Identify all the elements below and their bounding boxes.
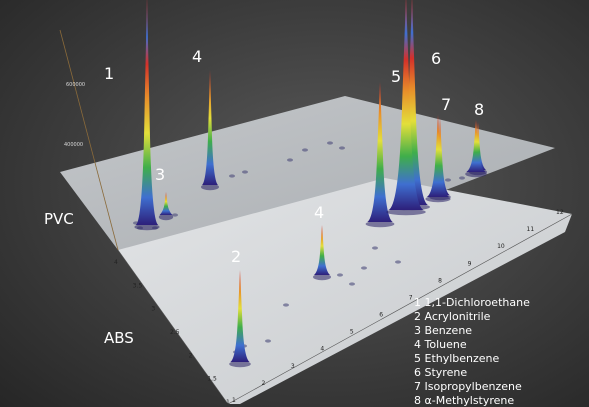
time-tick-label: 12 bbox=[556, 209, 564, 216]
plane-label-pvc: PVC bbox=[44, 210, 74, 228]
peak-base-shadow bbox=[386, 208, 426, 216]
legend-item: 6 Styrene bbox=[414, 366, 468, 379]
minor-peak bbox=[229, 174, 235, 178]
minor-peak bbox=[265, 339, 271, 343]
legend-item: 5 Ethylbenzene bbox=[414, 352, 500, 365]
time-tick-label: 4 bbox=[320, 346, 324, 353]
z-axis-line bbox=[59, 29, 119, 251]
peaks bbox=[134, 0, 487, 368]
peak-base-shadow bbox=[158, 213, 174, 221]
peak-toluene-abs bbox=[314, 225, 330, 275]
minor-peak bbox=[302, 148, 308, 152]
abs-plane bbox=[118, 178, 572, 404]
minor-peak bbox=[337, 273, 343, 277]
minor-peak bbox=[242, 170, 248, 174]
minor-peak bbox=[327, 141, 333, 145]
z-tick-label: 600000 bbox=[66, 82, 85, 88]
peak--methylstyrene-abs bbox=[466, 120, 486, 172]
minor-peak bbox=[395, 260, 401, 264]
legend-item: 2 Acrylonitrile bbox=[414, 310, 491, 323]
peak-label-2: 2 bbox=[231, 247, 241, 266]
minor-peak bbox=[339, 146, 345, 150]
z-axis-ticks: 600000 400000 bbox=[64, 82, 85, 148]
minor-peak bbox=[172, 213, 178, 217]
depth-axis-line bbox=[117, 249, 229, 405]
peak-base-shadow bbox=[201, 183, 219, 191]
peak-base-shadow bbox=[313, 273, 331, 281]
minor-peak bbox=[445, 178, 451, 182]
minor-peak bbox=[372, 246, 378, 250]
z-tick-label: 400000 bbox=[64, 142, 83, 148]
peak-base-shadow bbox=[229, 360, 251, 368]
peak-base-shadow bbox=[465, 170, 487, 178]
plane-label-abs: ABS bbox=[104, 329, 134, 347]
peak-base-shadow bbox=[365, 220, 395, 228]
peak-label-5: 5 bbox=[391, 67, 401, 86]
peak-ethylbenzene-abs bbox=[367, 82, 393, 222]
peak-acrylonitrile-abs bbox=[230, 270, 250, 362]
legend-item: 4 Toluene bbox=[414, 338, 467, 351]
minor-peak bbox=[349, 282, 355, 286]
time-tick-label: 9 bbox=[468, 260, 472, 267]
peak-styrene-pvc bbox=[396, 0, 428, 205]
depth-tick-label: 4 bbox=[114, 259, 118, 266]
time-tick-label: 7 bbox=[409, 294, 413, 301]
time-tick-label: 10 bbox=[497, 243, 505, 250]
depth-axis-ticks: 1 1.5 2 2.5 3 3.5 4 bbox=[114, 259, 230, 406]
minor-peak bbox=[459, 176, 465, 180]
peak-benzene-pvc bbox=[159, 192, 173, 215]
depth-tick-label: 3 bbox=[151, 306, 155, 313]
depth-tick-label: 2.5 bbox=[170, 329, 180, 336]
legend-item: 1 1,1-Dichloroethane bbox=[414, 296, 530, 309]
time-tick-label: 2 bbox=[261, 380, 265, 387]
legend-item: 8 α-Methylstyrene bbox=[414, 394, 515, 407]
peak-base-shadow bbox=[134, 223, 160, 231]
peak-labels: 1 3 4 2 4 5 6 7 8 bbox=[104, 47, 484, 266]
minor-peak bbox=[287, 158, 293, 162]
peak-label-1: 1 bbox=[104, 64, 114, 83]
peak-1-1-dichloroethane-pvc bbox=[135, 0, 159, 225]
legend: 1 1,1-Dichloroethane 2 Acrylonitrile 3 B… bbox=[414, 296, 530, 407]
peak-base-shadow bbox=[425, 195, 451, 203]
peak-styrene-abs bbox=[388, 0, 424, 210]
time-tick-label: 6 bbox=[379, 312, 383, 319]
time-axis-line bbox=[227, 213, 573, 405]
peak-label-8: 8 bbox=[474, 100, 484, 119]
time-tick-label: 8 bbox=[438, 277, 442, 284]
time-tick-label: 5 bbox=[350, 329, 354, 336]
time-tick-label: 1 bbox=[232, 397, 236, 404]
peak-label-3: 3 bbox=[155, 165, 165, 184]
peak-label-6: 6 bbox=[431, 49, 441, 68]
time-tick-label: 11 bbox=[527, 226, 535, 233]
minor-peak bbox=[361, 266, 367, 270]
depth-tick-label: 2 bbox=[189, 352, 193, 359]
depth-tick-label: 1 bbox=[226, 399, 230, 406]
time-tick-label: 3 bbox=[291, 363, 295, 370]
peak-toluene-pvc bbox=[202, 70, 218, 185]
depth-tick-label: 1.5 bbox=[207, 376, 217, 383]
peak-label-4: 4 bbox=[192, 47, 202, 66]
legend-item: 7 Isopropylbenzene bbox=[414, 380, 522, 393]
peak-label-4: 4 bbox=[314, 203, 324, 222]
pvc-plane bbox=[60, 96, 555, 250]
peak-isopropylbenzene-abs bbox=[426, 115, 450, 197]
peak-label-7: 7 bbox=[441, 95, 451, 114]
legend-item: 3 Benzene bbox=[414, 324, 473, 337]
minor-peak bbox=[283, 303, 289, 307]
depth-tick-label: 3.5 bbox=[133, 282, 143, 289]
